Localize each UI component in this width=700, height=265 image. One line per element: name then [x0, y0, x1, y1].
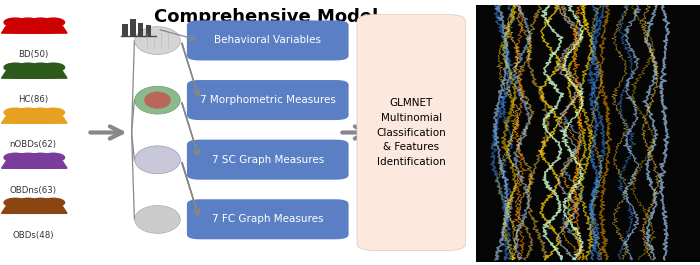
Bar — [138, 23, 144, 36]
Text: BD(50): BD(50) — [18, 50, 48, 59]
FancyBboxPatch shape — [187, 20, 349, 60]
FancyBboxPatch shape — [357, 15, 466, 250]
Ellipse shape — [144, 91, 171, 109]
Polygon shape — [39, 162, 67, 168]
Polygon shape — [14, 117, 42, 123]
Circle shape — [42, 18, 64, 27]
Text: nOBDs(62): nOBDs(62) — [9, 140, 56, 149]
Circle shape — [17, 153, 39, 162]
Circle shape — [17, 18, 39, 27]
Polygon shape — [39, 72, 67, 78]
Bar — [146, 25, 151, 36]
Polygon shape — [27, 117, 55, 123]
Circle shape — [17, 198, 39, 207]
Polygon shape — [1, 162, 29, 168]
Text: 7 SC Graph Measures: 7 SC Graph Measures — [211, 155, 324, 165]
Ellipse shape — [134, 146, 181, 174]
Ellipse shape — [134, 206, 181, 233]
Ellipse shape — [134, 27, 181, 55]
Text: OBDs(48): OBDs(48) — [12, 231, 53, 240]
Circle shape — [42, 153, 64, 162]
Circle shape — [29, 153, 52, 162]
Circle shape — [42, 198, 64, 207]
Text: HC(86): HC(86) — [18, 95, 48, 104]
Polygon shape — [14, 72, 42, 78]
Ellipse shape — [134, 86, 181, 114]
Text: Comprehensive Model: Comprehensive Model — [154, 8, 378, 26]
Polygon shape — [1, 26, 29, 33]
Polygon shape — [1, 117, 29, 123]
Circle shape — [29, 108, 52, 117]
Circle shape — [29, 18, 52, 27]
Circle shape — [29, 63, 52, 72]
FancyBboxPatch shape — [187, 199, 349, 239]
Circle shape — [42, 108, 64, 117]
Polygon shape — [1, 207, 29, 213]
Text: GLMNET
Multinomial
Classification
& Features
Identification: GLMNET Multinomial Classification & Feat… — [377, 98, 446, 167]
Polygon shape — [1, 72, 29, 78]
Polygon shape — [27, 207, 55, 213]
Circle shape — [29, 198, 52, 207]
Polygon shape — [39, 26, 67, 33]
Polygon shape — [14, 207, 42, 213]
Polygon shape — [27, 162, 55, 168]
Text: OBDns(63): OBDns(63) — [9, 186, 56, 195]
Bar — [122, 24, 128, 36]
Polygon shape — [14, 26, 42, 33]
Polygon shape — [27, 72, 55, 78]
Polygon shape — [27, 26, 55, 33]
Text: 7 Morphometric Measures: 7 Morphometric Measures — [199, 95, 336, 105]
Circle shape — [4, 153, 27, 162]
Circle shape — [4, 63, 27, 72]
Text: 7 FC Graph Measures: 7 FC Graph Measures — [212, 214, 323, 224]
FancyBboxPatch shape — [187, 80, 349, 120]
Polygon shape — [39, 117, 67, 123]
Bar — [476, 5, 700, 262]
Circle shape — [4, 198, 27, 207]
Circle shape — [17, 63, 39, 72]
Circle shape — [42, 63, 64, 72]
Circle shape — [4, 18, 27, 27]
FancyBboxPatch shape — [187, 140, 349, 180]
Circle shape — [17, 108, 39, 117]
Bar — [130, 19, 136, 36]
Polygon shape — [39, 207, 67, 213]
Circle shape — [4, 108, 27, 117]
Text: Behavioral Variables: Behavioral Variables — [214, 36, 321, 45]
Polygon shape — [14, 162, 42, 168]
